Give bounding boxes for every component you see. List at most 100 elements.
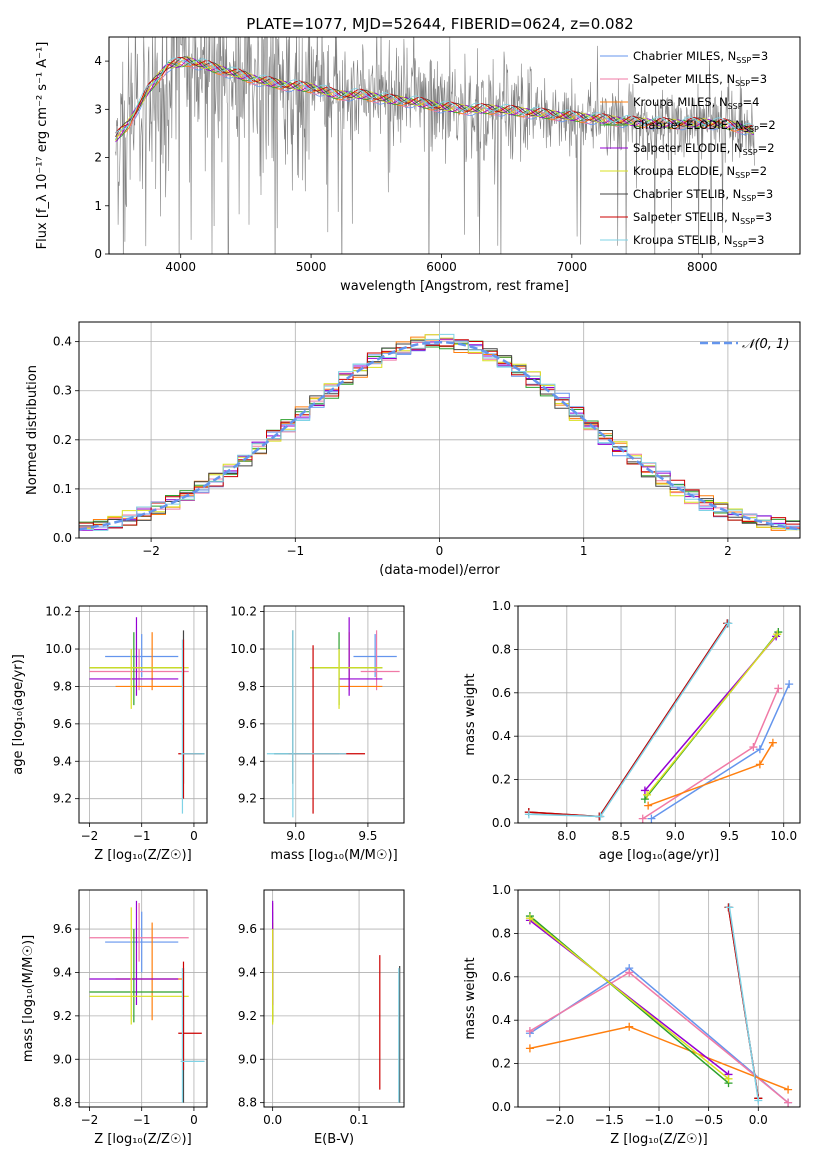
y-axis-label: Normed distribution [25,365,40,495]
x-tick-label: 0 [190,829,198,843]
marker-salpeter-miles [784,1098,793,1107]
line-salpeter-miles [642,688,779,820]
y-tick-label: 0.8 [492,926,511,940]
x-tick-label: 10.0 [770,829,797,843]
x-tick-label: 9.0 [286,829,305,843]
legend-entry-chabrier-stelib: Chabrier STELIB, NSSP=3 [633,187,773,203]
y-tick-label: 8.8 [238,1096,257,1110]
marker-chabrier-miles [647,814,656,823]
y-tick-label: 0.4 [492,729,511,743]
marker-kroupa-stelib [724,619,733,628]
line-kroupa-elodie [646,633,778,796]
points-group [272,900,401,1103]
y-tick-label: 1 [94,199,102,213]
y-tick-label: 9.0 [238,1052,257,1066]
y-tick-label: 0.6 [492,970,511,984]
y-tick-label: 10.2 [230,605,257,619]
marker-kroupa-elodie [643,790,652,799]
plot-frame [108,36,801,255]
x-tick-label: 0 [436,544,444,558]
y-tick-label: 9.4 [53,754,72,768]
x-tick-label: 0 [190,1113,198,1127]
y-tick-label: 10.2 [45,605,72,619]
y-tick-label: 9.6 [53,717,72,731]
x-tick-label: 6000 [426,260,457,274]
plot-frame [78,605,208,824]
marker-salpeter-miles [638,814,647,823]
plot-frame [263,605,405,824]
legend-entry-chabrier-elodie: Chabrier ELODIE, NSSP=2 [633,118,776,134]
y-tick-label: 3 [94,102,102,116]
model-line-kroupa-stelib [115,57,755,133]
x-tick-label: 0.1 [350,1113,369,1127]
y-tick-label: 1.0 [492,599,511,613]
marker-kroupa-stelib [596,812,605,821]
x-axis-label: Z [log₁₀(Z/Z☉)] [94,848,191,863]
marker-kroupa-miles [625,1022,634,1031]
marker-salpeter-miles [749,743,758,752]
x-tick-label: −2 [81,829,99,843]
lines-group [524,619,794,823]
y-axis-label: mass [log₁₀(M/M☉)] [21,935,36,1062]
plot-frame [517,605,801,824]
x-axis-label: age [log₁₀(age/yr)] [599,848,720,863]
histogram-group [79,333,800,531]
y-axis-label: mass weight [463,957,478,1039]
y-tick-label: 9.4 [238,965,257,979]
x-tick-label: −1.0 [644,1113,673,1127]
plot-frame [78,321,801,539]
marker-kroupa-stelib [524,810,533,819]
model-line-salpeter-stelib [115,56,754,134]
plot-frame [78,889,208,1108]
x-tick-label: 7000 [557,260,588,274]
model-line-kroupa-miles [115,61,755,138]
legend-entry-salpeter-stelib: Salpeter STELIB, NSSP=3 [633,210,772,226]
marker-kroupa-miles [644,801,653,810]
y-tick-label: 0.2 [53,433,72,447]
x-tick-label: 9.0 [666,829,685,843]
x-tick-label: −2 [142,544,160,558]
y-tick-label: 1.0 [492,883,511,897]
y-tick-label: 10.0 [45,642,72,656]
observed-spectrum-group [115,37,755,254]
marker-kroupa-miles [768,738,777,747]
legend-entry-chabrier-miles: Chabrier MILES, NSSP=3 [633,49,768,65]
y-tick-label: 0.3 [53,384,72,398]
marker-salpeter-miles [625,968,634,977]
marker-salpeter-elodie [640,786,649,795]
x-tick-label: 8000 [687,260,718,274]
y-tick-label: 9.0 [53,1052,72,1066]
marker-kroupa-elodie [525,914,534,923]
x-tick-label: −1 [133,829,151,843]
legend-entry-kroupa-stelib: Kroupa STELIB, NSSP=3 [633,233,764,249]
y-tick-label: 0.8 [492,642,511,656]
chart-mass-vs-EBV: 0.0 0.1 8.8 9.0 9.2 9.4 9.6 E(B-V) [238,889,405,1147]
y-tick-label: 10.0 [230,642,257,656]
model-line-kroupa-elodie [115,56,754,142]
histogram-salpeter-stelib [79,339,800,529]
y-tick-label: 0.4 [53,335,72,349]
normal-curve [79,340,800,531]
marker-chabrier-miles [755,745,764,754]
y-axis-label: mass weight [463,673,478,755]
x-tick-label: 0.0 [263,1113,282,1127]
marker-chabrier-elodie [640,795,649,804]
x-tick-label: 1 [580,544,588,558]
chart-mass-weight-vs-age: 8.0 8.5 9.0 9.5 10.0 0.0 0.2 0.4 0.6 0.8 1.0 age [l… [463,599,801,863]
x-axis-label: E(B-V) [314,1132,354,1147]
line-chabrier-elodie [529,915,729,1084]
points-group [266,617,400,818]
model-line-salpeter-miles [115,61,754,137]
y-tick-label: 0.2 [492,1057,511,1071]
y-tick-label: 9.4 [238,754,257,768]
x-axis-label: Z [log₁₀(Z/Z☉)] [94,1132,191,1147]
chart-mass-weight-vs-Z: −2.0 −1.5 −1.0 −0.5 0.0 0.0 0.2 0.4 0.6 0.8 1.0 Z [… [463,883,801,1147]
legend-entry-normal: 𝒩(0, 1) [742,337,789,352]
points-group [89,900,205,1103]
y-tick-label: 9.2 [238,792,257,806]
y-tick-label: 0.1 [53,482,72,496]
x-axis-label: wavelength [Angstrom, rest frame] [340,279,569,294]
x-tick-label: −1 [133,1113,151,1127]
plot-frame [263,889,405,1108]
